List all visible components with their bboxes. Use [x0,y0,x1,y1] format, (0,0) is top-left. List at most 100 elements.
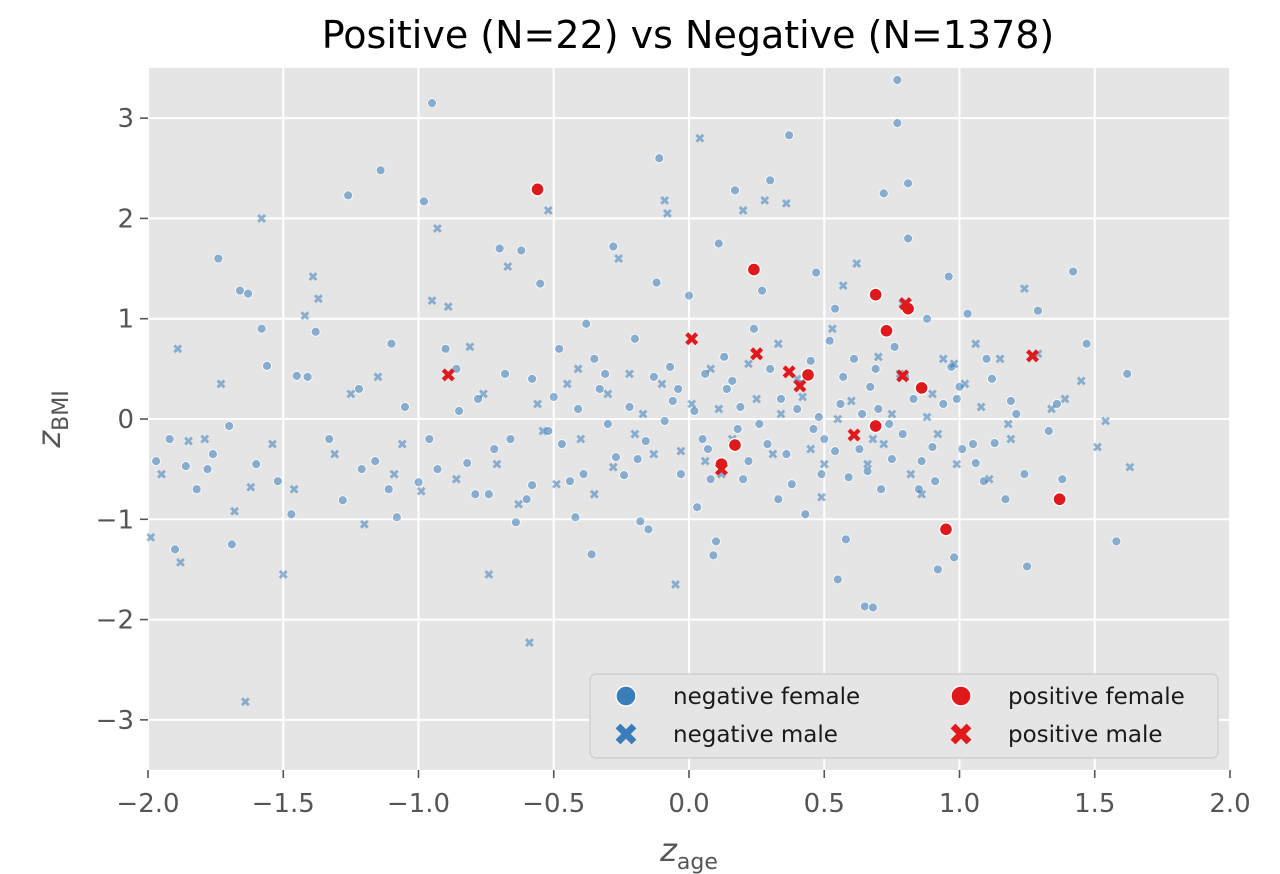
negative-male-point [933,429,943,439]
negative-male-point [524,638,534,648]
negative-female-point [743,456,754,467]
negative-male-point [687,399,697,409]
negative-female-point [630,333,640,344]
negative-male-point [819,459,829,469]
negative-female-point [930,476,941,487]
negative-female-point [383,484,394,495]
negative-female-point [968,439,978,449]
negative-male-point [246,482,256,492]
positive-male-point [750,347,764,361]
negative-female-point [291,370,302,381]
negative-female-point [675,469,686,480]
negative-female-point [554,343,565,354]
x-tick-label: 1.5 [1074,789,1115,819]
negative-female-point [865,382,876,392]
negative-female-point [892,118,903,129]
negative-female-point [286,509,297,520]
negative-female-point [151,456,162,467]
negative-male-point [776,409,786,419]
negative-male-point [781,198,791,208]
negative-female-point [565,476,575,487]
negative-female-point [375,165,386,176]
negative-male-point [543,205,553,215]
negative-male-point [552,479,561,489]
negative-female-point [773,494,784,505]
positive-female-point [746,262,762,277]
negative-female-point [914,484,924,495]
negative-male-point [971,339,981,349]
negative-female-point [611,452,621,463]
negative-male-point [330,449,340,459]
negative-female-point [337,495,348,506]
negative-male-point [846,396,856,406]
negative-female-point [235,285,245,296]
negative-female-point [370,456,381,467]
positive-male-point [441,368,455,382]
negative-female-point [719,351,730,362]
x-tick-label: −1.5 [252,789,315,819]
negative-female-point [903,178,914,189]
negative-male-point [863,459,872,469]
chart-title: Positive (N=22) vs Negative (N=1378) [322,13,1055,57]
negative-female-point [586,549,597,560]
negative-female-point [570,512,581,523]
negative-female-point [784,130,794,141]
negative-male-point [478,389,488,399]
positive-male-point [714,462,728,476]
negative-male-point [1019,284,1029,294]
negative-male-point [589,489,599,499]
data-points [146,75,1135,707]
y-tick-label: −2 [96,606,134,636]
negative-female-point [859,601,870,612]
legend-label-negative-male: negative male [673,722,838,748]
negative-female-point [419,196,429,207]
negative-female-point [897,429,908,439]
y-tick-label: 2 [117,204,134,234]
legend-marker-negative-male [615,723,637,745]
positive-female-point [914,380,929,396]
x-tick-label: 0.0 [668,789,709,819]
negative-male-point [308,272,318,282]
negative-female-point [857,409,868,419]
negative-female-point [762,439,773,449]
negative-female-point [527,480,538,491]
y-tick-label: −3 [96,706,134,736]
negative-female-point [732,424,743,434]
negative-male-point [817,492,826,502]
negative-female-point [494,243,505,254]
negative-female-point [343,190,354,201]
negative-female-point [792,404,803,414]
negative-female-point [573,404,583,414]
negative-female-point [470,489,481,500]
negative-female-point [632,454,643,465]
negative-female-point [440,343,451,354]
negative-female-point [727,375,738,386]
negative-female-point [391,512,402,523]
negative-male-point [976,402,986,412]
negative-male-point [184,436,193,446]
negative-male-point [833,414,843,424]
negative-male-point [373,372,383,382]
negative-male-point [706,364,716,374]
negative-female-point [1111,536,1122,547]
negative-female-point [1022,561,1033,572]
negative-male-point [451,474,461,484]
negative-female-point [757,285,767,296]
negative-male-point [538,426,548,436]
negative-female-point [1081,338,1092,349]
legend-label-negative-female: negative female [673,684,860,710]
negative-male-point [603,389,613,399]
negative-male-point [827,324,837,334]
negative-female-point [548,392,559,402]
negative-female-point [424,434,435,444]
negative-female-point [413,477,424,488]
negative-female-point [400,402,410,412]
negative-female-point [635,516,646,527]
negative-female-point [202,464,213,475]
negative-male-point [268,439,277,449]
positive-male-point [898,297,912,311]
negative-female-point [640,436,651,446]
positive-male-point [1026,349,1040,363]
negative-female-point [870,363,881,374]
